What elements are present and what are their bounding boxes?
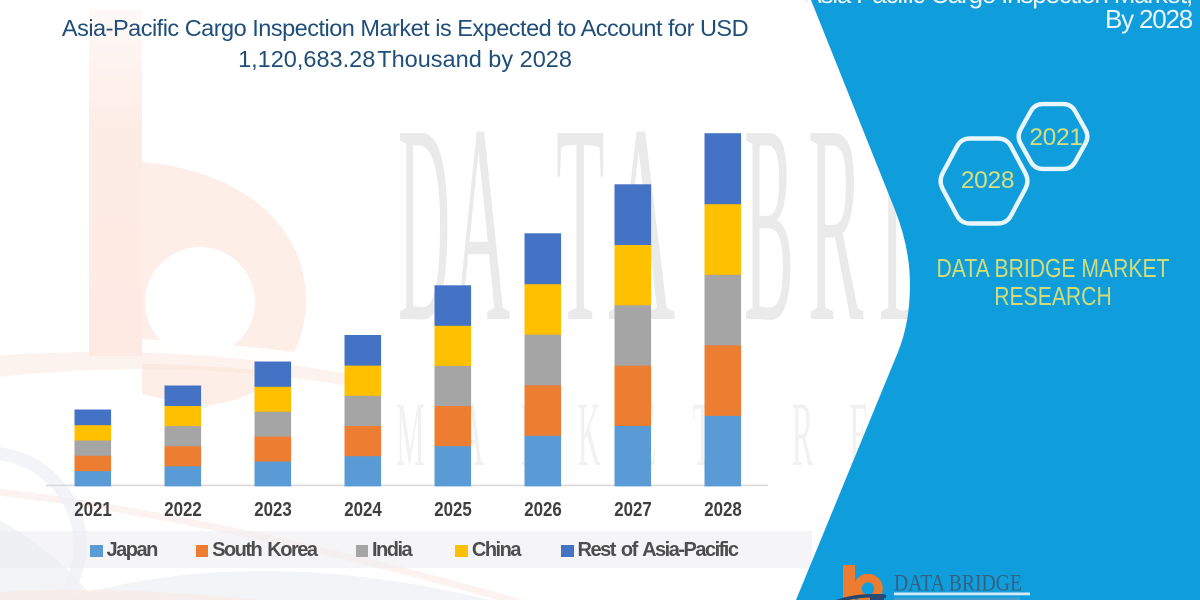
svg-text:DATA BRIDGE: DATA BRIDGE — [894, 571, 1022, 596]
